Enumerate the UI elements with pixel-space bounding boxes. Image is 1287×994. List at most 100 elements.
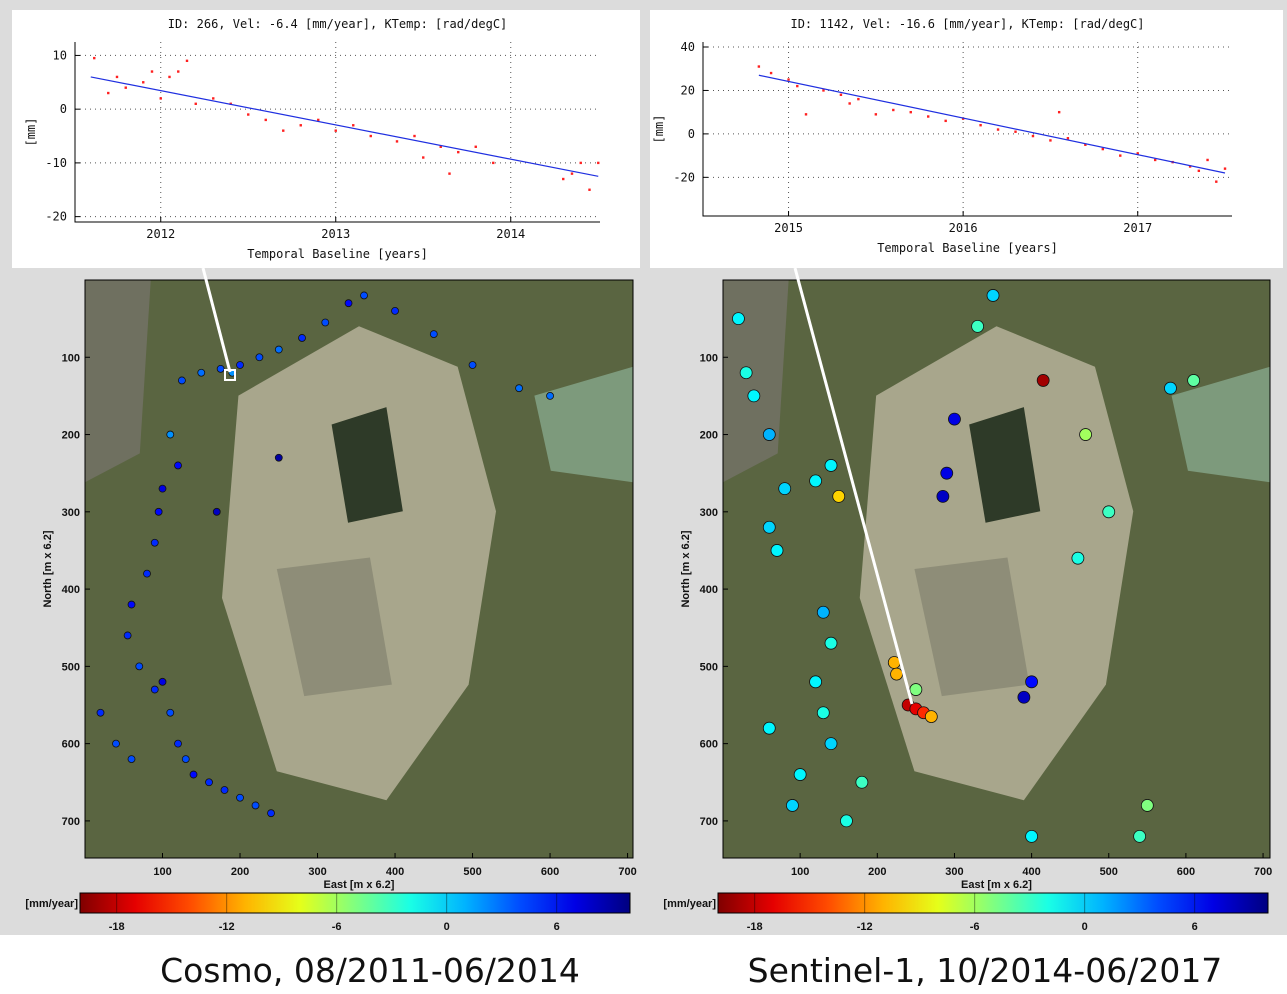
velocity-point xyxy=(206,779,213,786)
velocity-point xyxy=(891,668,903,680)
velocity-point xyxy=(794,769,806,781)
y-tick-label: 0 xyxy=(60,102,67,116)
y-tick-label: 100 xyxy=(62,352,80,364)
velocity-point xyxy=(182,756,189,763)
velocity-point xyxy=(763,521,775,533)
velocity-point xyxy=(817,707,829,719)
data-point xyxy=(840,94,842,96)
velocity-point xyxy=(159,485,166,492)
velocity-point xyxy=(136,663,143,670)
velocity-point xyxy=(786,799,798,811)
x-tick-label: 2017 xyxy=(1123,221,1152,235)
data-point xyxy=(1014,131,1016,133)
velocity-point xyxy=(178,377,185,384)
velocity-point xyxy=(987,289,999,301)
data-point xyxy=(1067,137,1069,139)
chart-title: ID: 266, Vel: -6.4 [mm/year], KTemp: [ra… xyxy=(168,17,508,31)
velocity-point xyxy=(1141,799,1153,811)
velocity-point xyxy=(151,539,158,546)
data-point xyxy=(875,113,877,115)
colorbar-tick-label: 0 xyxy=(1082,921,1088,933)
velocity-point xyxy=(268,810,275,817)
colorbar-tick-label: -6 xyxy=(970,921,980,933)
data-point xyxy=(910,111,912,113)
caption: Cosmo, 08/2011-06/2014 xyxy=(160,951,580,990)
data-point xyxy=(116,76,118,78)
y-axis-label: North [m x 6.2] xyxy=(680,530,692,607)
velocity-point xyxy=(763,722,775,734)
data-point xyxy=(997,128,999,130)
velocity-point xyxy=(1026,676,1038,688)
y-tick-label: 600 xyxy=(700,739,718,751)
data-point xyxy=(571,172,573,174)
velocity-point xyxy=(740,367,752,379)
data-point xyxy=(475,146,477,148)
velocity-point xyxy=(732,313,744,325)
velocity-point xyxy=(763,429,775,441)
velocity-point xyxy=(779,483,791,495)
data-point xyxy=(448,172,450,174)
velocity-point xyxy=(124,632,131,639)
colorbar-label: [mm/year] xyxy=(663,898,716,910)
velocity-point xyxy=(1072,552,1084,564)
velocity-point xyxy=(910,684,922,696)
data-point xyxy=(580,162,582,164)
data-point xyxy=(1215,180,1217,182)
data-point xyxy=(1058,111,1060,113)
x-tick-label: 300 xyxy=(308,866,326,878)
velocity-point xyxy=(937,490,949,502)
x-tick-label: 400 xyxy=(1022,866,1040,878)
data-point xyxy=(822,89,824,91)
data-point xyxy=(195,103,197,105)
velocity-point xyxy=(825,459,837,471)
x-axis-label: Temporal Baseline [years] xyxy=(877,241,1058,255)
x-tick-label: 2012 xyxy=(146,227,175,241)
x-tick-label: 200 xyxy=(231,866,249,878)
velocity-point xyxy=(221,787,228,794)
velocity-point xyxy=(167,431,174,438)
velocity-point xyxy=(810,676,822,688)
velocity-point xyxy=(213,508,220,515)
velocity-point xyxy=(948,413,960,425)
velocity-point xyxy=(151,686,158,693)
y-tick-label: 300 xyxy=(700,507,718,519)
y-tick-label: 600 xyxy=(62,739,80,751)
data-point xyxy=(168,76,170,78)
data-point xyxy=(212,97,214,99)
data-point xyxy=(186,60,188,62)
velocity-point xyxy=(167,709,174,716)
velocity-point xyxy=(322,319,329,326)
x-tick-label: 500 xyxy=(1100,866,1118,878)
y-tick-label: 20 xyxy=(681,83,695,97)
figure: ID: 266, Vel: -6.4 [mm/year], KTemp: [ra… xyxy=(0,0,1287,994)
velocity-point xyxy=(771,544,783,556)
colorbar xyxy=(80,893,630,913)
y-tick-label: 0 xyxy=(688,127,695,141)
data-point xyxy=(1119,154,1121,156)
y-tick-label: 300 xyxy=(62,507,80,519)
y-axis-label: [mm] xyxy=(24,118,38,147)
x-tick-label: 100 xyxy=(153,866,171,878)
x-tick-label: 700 xyxy=(1254,866,1272,878)
velocity-point xyxy=(1134,830,1146,842)
x-axis-label: Temporal Baseline [years] xyxy=(247,247,428,261)
velocity-point xyxy=(175,462,182,469)
data-point xyxy=(979,124,981,126)
data-point xyxy=(396,140,398,142)
data-point xyxy=(177,70,179,72)
colorbar-tick-label: -18 xyxy=(109,921,125,933)
velocity-point xyxy=(155,508,162,515)
data-point xyxy=(892,109,894,111)
y-tick-label: 500 xyxy=(700,661,718,673)
velocity-point xyxy=(516,385,523,392)
data-point xyxy=(107,92,109,94)
velocity-point xyxy=(345,300,352,307)
velocity-point xyxy=(159,678,166,685)
velocity-point xyxy=(856,776,868,788)
x-tick-label: 700 xyxy=(618,866,636,878)
data-point xyxy=(787,78,789,80)
velocity-point xyxy=(833,490,845,502)
velocity-point xyxy=(237,794,244,801)
x-tick-label: 600 xyxy=(541,866,559,878)
x-tick-label: 600 xyxy=(1177,866,1195,878)
